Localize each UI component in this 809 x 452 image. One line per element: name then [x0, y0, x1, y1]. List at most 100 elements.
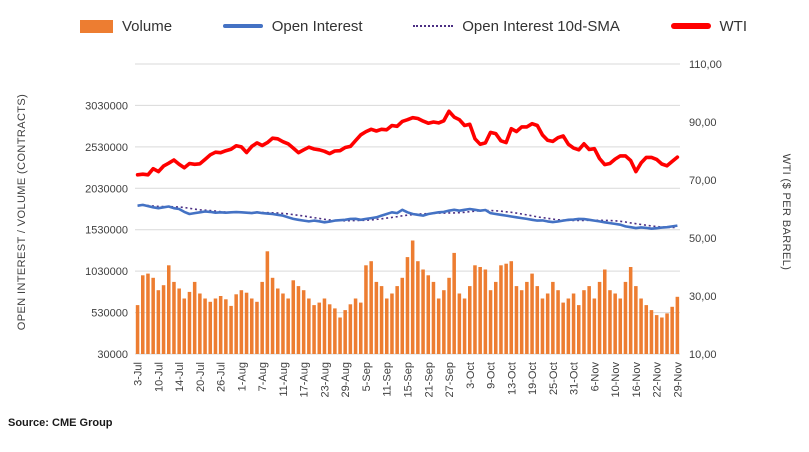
volume-bar	[473, 265, 477, 354]
volume-bar	[390, 293, 394, 354]
volume-bar	[499, 265, 503, 354]
left-axis-tick-label: 2530000	[85, 142, 128, 154]
x-axis-tick-label: 22-Nov	[652, 362, 664, 398]
volume-bar	[348, 304, 353, 354]
volume-bar	[675, 296, 680, 354]
volume-bar	[291, 280, 296, 354]
volume-bar	[135, 305, 140, 354]
volume-bar	[379, 286, 384, 354]
volume-bar	[167, 265, 171, 354]
oi-sma-swatch	[413, 25, 454, 27]
volume-bar	[628, 267, 633, 354]
volume-bar	[410, 240, 415, 354]
x-axis-tick-label: 20-Jul	[195, 362, 207, 392]
legend-label-open-interest: Open Interest	[271, 17, 363, 35]
volume-bar	[436, 298, 441, 354]
wti-swatch	[670, 23, 711, 29]
left-axis-tick-label: 530000	[91, 308, 128, 320]
x-axis-tick-label: 5-Sep	[361, 362, 373, 391]
right-axis-title: WTI ($ PER BARREL)	[780, 153, 792, 271]
x-axis-tick-label: 7-Aug	[257, 362, 269, 391]
volume-bar	[192, 281, 197, 354]
volume-bar	[421, 269, 425, 354]
open-interest-swatch	[222, 24, 263, 28]
volume-bar	[447, 277, 451, 354]
volume-bar	[307, 298, 311, 354]
x-axis-tick-label: 9-Oct	[486, 362, 498, 389]
volume-bar	[177, 288, 181, 354]
x-axis-tick-label: 16-Nov	[631, 362, 643, 398]
x-axis-tick-label: 15-Sep	[403, 362, 415, 397]
x-axis-tick-label: 1-Aug	[236, 362, 248, 391]
legend-label-oi-sma: Open Interest 10d-SMA	[462, 17, 620, 35]
volume-bar	[494, 281, 498, 354]
right-axis-tick-label: 10,00	[689, 349, 717, 361]
volume-bar	[566, 298, 571, 354]
legend-label-volume: Volume	[122, 17, 173, 35]
volume-bar	[224, 299, 228, 354]
x-axis-tick-label: 25-Oct	[548, 362, 560, 395]
volume-bar	[146, 273, 150, 354]
volume-bar	[654, 315, 659, 354]
volume-bar	[187, 291, 192, 354]
volume-bar	[286, 298, 290, 354]
volume-bar	[281, 293, 285, 354]
volume-bar	[260, 281, 264, 354]
volume-bar	[488, 290, 493, 354]
volume-bar	[426, 275, 431, 354]
volume-bar	[525, 281, 529, 354]
wti-line	[135, 109, 680, 177]
volume-bar	[530, 273, 534, 354]
legend-item-oi-sma: Open Interest 10d-SMA	[413, 18, 620, 35]
volume-bar	[265, 251, 270, 354]
volume-bar	[468, 286, 472, 354]
volume-bar	[571, 293, 576, 354]
x-axis-tick-label: 10-Nov	[610, 362, 622, 398]
chart-legend: Volume Open Interest Open Interest 10d-S…	[0, 0, 809, 44]
volume-bar	[234, 294, 238, 354]
volume-bar	[395, 286, 399, 354]
volume-bar	[462, 298, 467, 354]
x-axis-tick-label: 3-Jul	[133, 362, 145, 386]
volume-bar	[582, 290, 586, 354]
volume-bar	[618, 298, 623, 354]
volume-bar	[639, 298, 643, 354]
right-axis-tick-label: 30,00	[689, 291, 717, 303]
volume-bar	[514, 286, 519, 354]
volume-bar	[649, 310, 654, 354]
volume-bar	[442, 290, 446, 354]
volume-swatch	[80, 19, 113, 33]
volume-bar	[644, 305, 649, 354]
volume-bar	[364, 265, 368, 354]
volume-bar	[603, 269, 607, 354]
volume-bar	[452, 252, 456, 354]
right-axis-tick-label: 90,00	[689, 117, 717, 129]
volume-bar	[151, 277, 155, 354]
volume-bar	[587, 286, 591, 354]
oi-sma-line	[137, 204, 678, 229]
x-axis-tick-label: 23-Aug	[320, 362, 332, 397]
volume-bar	[322, 298, 327, 354]
x-axis-tick-label: 27-Sep	[444, 362, 456, 397]
x-axis-tick-label: 17-Aug	[299, 362, 311, 397]
volume-bar	[457, 293, 462, 354]
volume-bar	[592, 298, 597, 354]
volume-bar	[613, 293, 617, 354]
volume-bar	[198, 293, 202, 354]
volume-bar	[374, 281, 379, 354]
open-interest-line	[137, 203, 678, 230]
volume-bar	[244, 292, 249, 354]
volume-bar	[478, 267, 482, 354]
volume-bar	[519, 290, 524, 354]
volume-bar	[203, 298, 207, 354]
volume-bar	[312, 305, 316, 354]
volume-bar	[218, 296, 223, 354]
volume-bar	[509, 261, 514, 354]
x-axis-tick-label: 29-Nov	[672, 362, 684, 398]
x-axis-tick-label: 19-Oct	[527, 362, 539, 395]
volume-bar	[385, 298, 389, 354]
left-axis-tick-label: 30000	[97, 349, 128, 361]
volume-bar	[597, 281, 602, 354]
right-axis-tick-label: 70,00	[689, 175, 717, 187]
volume-bar	[416, 261, 420, 354]
